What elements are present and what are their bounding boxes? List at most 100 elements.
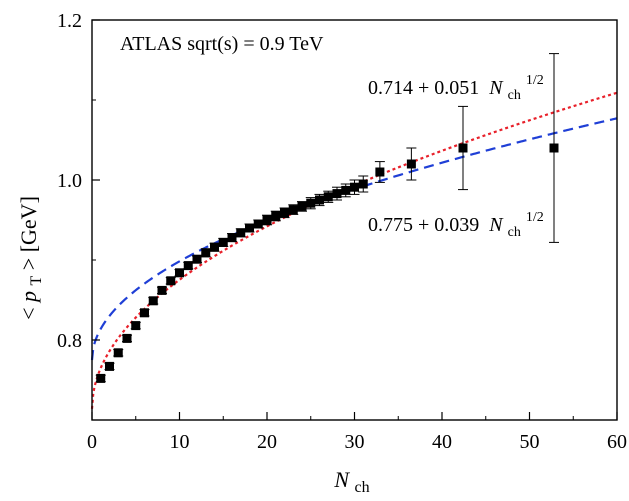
- fit-curves: [90, 91, 618, 409]
- data-marker: [341, 185, 351, 195]
- data-marker: [166, 276, 176, 286]
- red-fit-label-var: N: [488, 77, 504, 99]
- y-axis-ticks: 0.8 1.0 1.2: [57, 10, 100, 421]
- x-axis-title: N ch: [333, 467, 369, 496]
- data-point: [209, 242, 220, 252]
- data-point: [235, 228, 246, 238]
- x-tick-label: 60: [607, 431, 627, 453]
- y-axis-title-prefix: <: [16, 302, 41, 320]
- data-marker: [105, 361, 114, 371]
- x-tick-label: 40: [432, 431, 452, 453]
- data-point: [262, 214, 272, 226]
- data-point: [305, 197, 316, 210]
- data-marker: [236, 228, 246, 238]
- data-point: [148, 296, 159, 306]
- data-point: [374, 161, 385, 183]
- data-marker: [227, 233, 237, 243]
- blue-fit-label-main: 0.775 + 0.039: [368, 214, 479, 236]
- data-marker: [183, 261, 193, 271]
- data-marker: [210, 242, 219, 252]
- x-tick-label: 20: [257, 431, 277, 453]
- data-point: [297, 201, 307, 212]
- y-axis-title: < p T > [GeV]: [16, 196, 46, 320]
- data-marker: [280, 208, 289, 218]
- data-marker: [458, 143, 468, 153]
- data-marker: [140, 308, 149, 318]
- data-point: [279, 207, 290, 219]
- data-point: [227, 233, 237, 243]
- data-point: [104, 361, 115, 371]
- blue-fit-label-sup: 1/2: [526, 210, 544, 225]
- data-point: [340, 183, 351, 198]
- data-point: [113, 348, 124, 358]
- data-point: [288, 204, 299, 215]
- x-tick-label: 10: [170, 431, 190, 453]
- data-marker: [271, 211, 281, 221]
- data-point: [244, 223, 255, 233]
- data-point: [332, 186, 342, 201]
- data-point: [406, 147, 417, 181]
- data-marker: [315, 195, 324, 205]
- data-point: [270, 210, 281, 222]
- data-point: [549, 53, 559, 243]
- data-point: [253, 219, 264, 229]
- data-marker: [253, 219, 263, 229]
- data-marker: [113, 348, 123, 358]
- red-dotted-fit-curve: [90, 91, 618, 409]
- red-fit-label: 0.714 + 0.051 N ch 1/2: [368, 73, 544, 104]
- x-tick-label: 0: [87, 431, 97, 453]
- data-point: [323, 190, 334, 203]
- data-point: [183, 261, 194, 271]
- data-marker: [306, 198, 316, 208]
- data-marker: [218, 237, 228, 247]
- y-tick-label: 1.2: [57, 10, 82, 32]
- data-marker: [262, 215, 272, 225]
- data-point: [458, 105, 468, 191]
- energy-annotation: ATLAS sqrt(s) = 0.9 TeV: [120, 33, 324, 55]
- x-tick-label: 30: [345, 431, 365, 453]
- data-marker: [288, 205, 298, 215]
- red-fit-label-main: 0.714 + 0.051: [368, 77, 479, 99]
- x-axis-ticks: 0 10 20 30 40 50 60: [87, 412, 627, 453]
- data-point: [349, 179, 360, 195]
- data-marker: [192, 254, 202, 264]
- data-marker: [122, 333, 132, 343]
- y-axis-title-sub: T: [28, 275, 45, 285]
- y-tick-label: 0.8: [57, 330, 82, 352]
- y-axis-title-var: p: [16, 291, 41, 304]
- data-marker: [131, 321, 141, 331]
- data-point: [174, 268, 185, 278]
- data-point: [122, 333, 132, 343]
- data-point: [218, 237, 229, 247]
- x-axis-title-var: N: [333, 467, 350, 492]
- data-marker: [350, 182, 359, 192]
- x-tick-label: 50: [520, 431, 540, 453]
- data-marker: [297, 201, 307, 211]
- data-marker: [148, 296, 158, 306]
- y-tick-label: 1.0: [57, 170, 82, 192]
- y-axis-title-suffix: > [GeV]: [16, 196, 41, 270]
- data-point: [139, 308, 150, 318]
- data-marker: [323, 192, 333, 202]
- data-point: [165, 276, 176, 286]
- x-axis-title-sub: ch: [355, 479, 370, 496]
- data-point: [192, 254, 202, 264]
- data-marker: [245, 223, 254, 233]
- data-point: [200, 248, 211, 258]
- data-marker: [175, 268, 184, 278]
- data-point: [95, 373, 106, 383]
- data-point: [157, 285, 167, 295]
- data-point: [314, 193, 325, 207]
- data-marker: [549, 143, 559, 153]
- data-marker: [406, 159, 416, 169]
- red-fit-label-sub: ch: [508, 88, 521, 103]
- data-marker: [96, 373, 106, 383]
- data-marker: [375, 167, 385, 177]
- red-fit-label-sup: 1/2: [526, 73, 544, 88]
- data-point: [358, 175, 369, 193]
- data-marker: [332, 189, 342, 199]
- data-marker: [201, 248, 211, 258]
- data-point: [130, 321, 141, 331]
- blue-fit-label: 0.775 + 0.039 N ch 1/2: [368, 210, 544, 241]
